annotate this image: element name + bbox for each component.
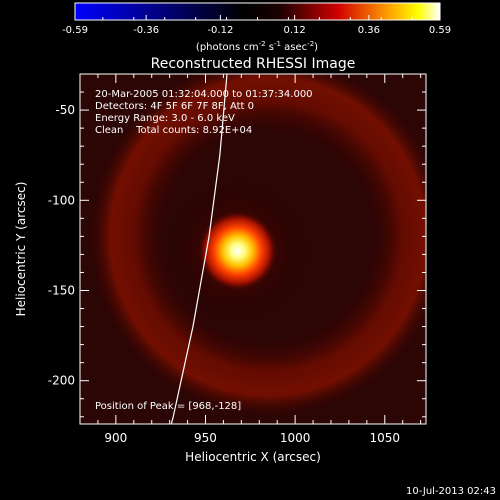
colorbar-tick-label: -0.12 (207, 25, 233, 36)
colorbar-tick-label: -0.36 (133, 25, 159, 36)
y-tick-label: -200 (48, 374, 75, 388)
x-tick-label: 950 (194, 431, 217, 445)
annotation-detectors: Detectors: 4F 5F 6F 7F 8F, Att 0 (95, 101, 254, 112)
annotation-energy: Energy Range: 3.0 - 6.0 keV (95, 113, 235, 124)
colorbar-unit-label: (photons cm-2 s-1 asec-2) (196, 40, 318, 53)
colorbar-ticks: -0.59 -0.36 -0.12 0.12 0.36 0.59 (62, 15, 451, 36)
y-tick-label: -150 (48, 283, 75, 297)
x-tick-label: 1050 (369, 431, 400, 445)
x-tick-label: 900 (104, 431, 127, 445)
chart-title: Reconstructed RHESSI Image (151, 56, 356, 72)
colorbar-tick-label: 0.12 (283, 25, 305, 36)
axis-ticks: 900 950 1000 1050 -50 -100 -150 -200 (48, 73, 426, 445)
footer-timestamp: 10-Jul-2013 02:43 (406, 486, 496, 497)
plot-frame (79, 73, 427, 425)
colorbar-tick-label: 0.36 (358, 25, 380, 36)
annotation-time: 20-Mar-2005 01:32:04.000 to 01:37:34.000 (95, 89, 313, 100)
annotation-clean: Clean Total counts: 8.92E+04 (95, 125, 252, 136)
y-tick-label: -100 (48, 193, 75, 207)
solar-limb-curve (170, 74, 228, 424)
y-axis-label: Heliocentric Y (arcsec) (14, 182, 28, 317)
x-tick-label: 1000 (280, 431, 311, 445)
peak-position-label: Position of Peak = [968,-128] (95, 401, 241, 412)
heatmap-image (80, 74, 426, 424)
colorbar-tick-label: 0.59 (429, 25, 451, 36)
colorbar-tick-label: -0.59 (62, 25, 88, 36)
peak-source (198, 211, 278, 291)
y-tick-label: -50 (55, 103, 75, 117)
x-axis-label: Heliocentric X (arcsec) (185, 450, 321, 464)
